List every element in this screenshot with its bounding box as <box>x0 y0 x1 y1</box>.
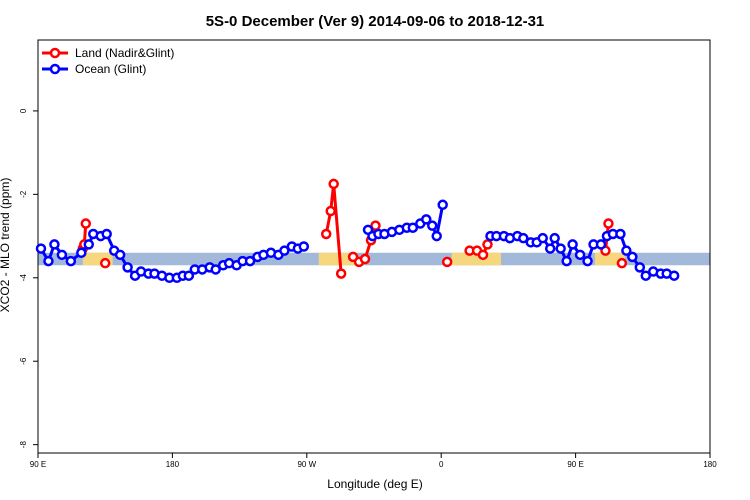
ocean-point-3-21 <box>615 228 626 240</box>
ocean-point-1-26 <box>210 264 221 275</box>
ocean-point-3-14 <box>567 239 578 250</box>
land-point-1-3 <box>80 218 92 229</box>
legend-ocean-marker <box>49 63 61 75</box>
plot-area: 90 E 180 90 W 0 90 E 180 0 -2 -4 -6 -8 Land (Nadir&… <box>19 39 717 469</box>
ocean-point-3-23 <box>627 251 638 263</box>
ocean-point-3-25 <box>640 270 652 281</box>
ocean-point-1-3 <box>49 239 60 250</box>
land-point-6-3 <box>477 249 489 261</box>
legend-ocean-label: Ocean (Glint) <box>75 62 146 76</box>
ocean-point-1-10 <box>101 228 112 240</box>
y-tick-label-2: -2 <box>19 190 28 198</box>
ocean-point-1-13 <box>122 262 133 273</box>
ocean-point-3-16 <box>582 255 593 267</box>
ocean-point-1-4 <box>56 249 68 261</box>
ocean-point-3-9 <box>537 232 548 244</box>
ocean-point-2-11 <box>426 220 438 231</box>
x-axis-label: Longitude (deg E) <box>327 477 422 491</box>
chart-title: 5S-0 December (Ver 9) 2014-09-06 to 2018… <box>206 13 545 30</box>
ocean-point-1-5 <box>65 255 77 267</box>
legend-land-marker <box>49 47 61 59</box>
ocean-point-2-8 <box>407 222 419 233</box>
ocean-point-1-22 <box>183 270 195 281</box>
land-point-3-4 <box>335 268 347 279</box>
ocean-point-3-22 <box>621 245 632 256</box>
ocean-point-2-13 <box>437 199 448 211</box>
land-point-3-3 <box>328 178 339 190</box>
y-axis-label: XCO2 - MLO trend (ppm) <box>0 178 12 313</box>
ocean-point-1-2 <box>43 255 54 267</box>
land-point-2-1 <box>99 257 111 269</box>
plot-frame <box>37 39 711 454</box>
ocean-point-2-10 <box>421 214 432 225</box>
land-point-5-1 <box>441 256 453 268</box>
ocean-point-3-12 <box>555 243 566 254</box>
ocean-point-1-7 <box>83 239 95 250</box>
ocean-point-3-6 <box>518 232 529 244</box>
ocean-point-2-12 <box>431 230 442 242</box>
land-band-2 <box>318 252 357 266</box>
x-tick-label-6: 180 <box>703 460 717 469</box>
reference-band <box>38 252 710 266</box>
x-tick-label-4: 0 <box>439 460 444 469</box>
ocean-point-1-39 <box>298 241 310 252</box>
ocean-point-1-6 <box>76 247 87 259</box>
ocean-point-3-24 <box>634 262 646 273</box>
ocean-point-3-10 <box>544 243 556 254</box>
x-tick-label-5: 90 E <box>567 460 583 469</box>
x-tick-label-1: 90 E <box>30 460 46 469</box>
land-point-8-1 <box>616 257 628 269</box>
legend-land-label: Land (Nadir&Glint) <box>75 46 174 60</box>
ocean-point-3-11 <box>549 232 560 244</box>
y-tick-label-3: -4 <box>19 274 28 282</box>
land-point-3-1 <box>320 228 332 240</box>
land-point-6-4 <box>482 239 493 250</box>
land-point-4-5 <box>370 220 381 231</box>
y-tick-label-1: 0 <box>19 108 28 113</box>
ocean-point-1-12 <box>114 249 126 261</box>
ocean-point-3-18 <box>595 239 607 250</box>
land-point-7-2 <box>603 218 614 229</box>
x-tick-label-3: 90 W <box>297 460 316 469</box>
ocean-point-3-13 <box>561 255 572 267</box>
y-tick-label-5: -8 <box>19 441 28 449</box>
land-series-line-3 <box>324 182 343 274</box>
x-tick-label-2: 180 <box>166 460 180 469</box>
ocean-point-1-36 <box>279 245 290 256</box>
y-tick-label-4: -6 <box>19 357 28 365</box>
ocean-point-1-31 <box>244 255 256 267</box>
ocean-point-1-1 <box>35 243 47 254</box>
land-point-3-2 <box>325 205 336 217</box>
ocean-point-3-15 <box>574 249 586 261</box>
ocean-point-3-29 <box>668 270 680 281</box>
land-point-4-3 <box>359 253 371 265</box>
land-band-3 <box>451 252 501 266</box>
